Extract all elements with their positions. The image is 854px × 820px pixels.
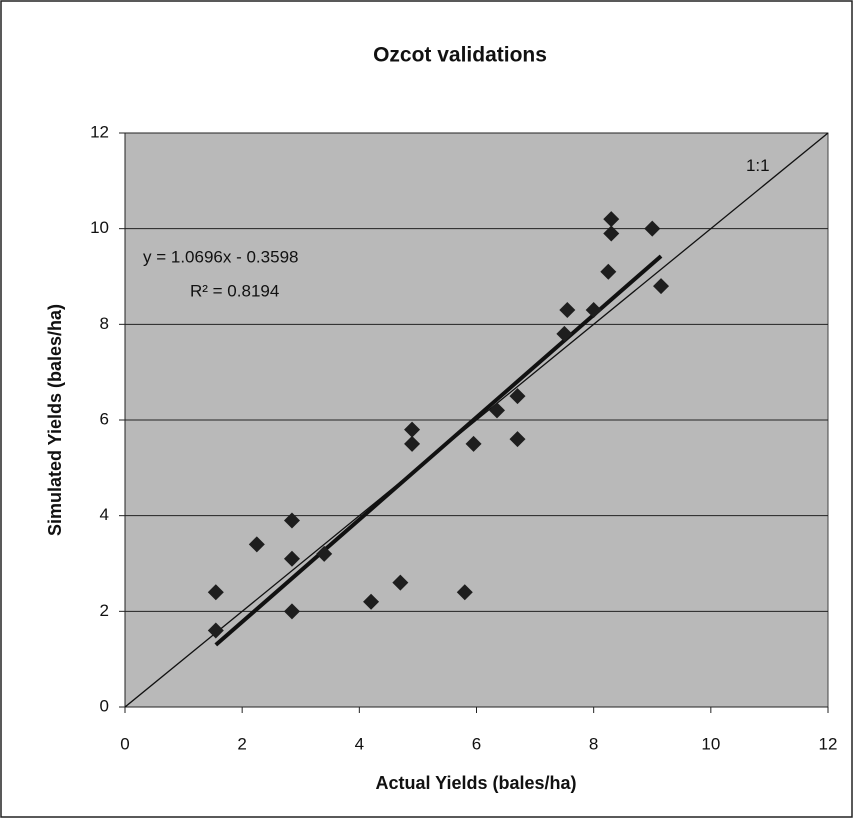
- y-tick-label: 12: [90, 122, 109, 141]
- point: [392, 574, 409, 591]
- y-tick-label: 10: [90, 218, 109, 237]
- chart-title: Ozcot validations: [373, 44, 547, 67]
- point: [644, 220, 661, 237]
- x-tick-label: 8: [589, 734, 598, 753]
- point: [283, 603, 300, 620]
- point: [456, 584, 473, 601]
- point: [489, 402, 506, 419]
- y-axis-title: Simulated Yields (bales/ha): [45, 304, 65, 536]
- x-tick-label: 2: [237, 734, 246, 753]
- y-tick-label: 0: [100, 696, 109, 715]
- x-tick-label: 12: [819, 734, 838, 753]
- x-tick-label: 4: [355, 734, 364, 753]
- point: [603, 225, 620, 242]
- point: [316, 545, 333, 562]
- point: [363, 593, 380, 610]
- reference-label: 1:1: [746, 156, 770, 175]
- point: [600, 263, 617, 280]
- x-tick-label: 10: [701, 734, 720, 753]
- point: [207, 622, 224, 639]
- trendline: [214, 254, 663, 647]
- point: [585, 301, 602, 318]
- point: [465, 435, 482, 452]
- point: [509, 388, 526, 405]
- y-tick-label: 4: [100, 505, 109, 524]
- y-tick-label: 2: [100, 601, 109, 620]
- point: [404, 435, 421, 452]
- point: [283, 512, 300, 529]
- point: [207, 584, 224, 601]
- x-axis-title: Actual Yields (bales/ha): [375, 773, 576, 793]
- point: [603, 211, 620, 228]
- reference-line: [124, 132, 829, 708]
- trend-r2: R² = 0.8194: [190, 281, 279, 300]
- trend-equation: y = 1.0696x - 0.3598: [143, 247, 298, 266]
- point: [556, 325, 573, 342]
- point: [248, 536, 265, 553]
- y-tick-label: 6: [100, 409, 109, 428]
- point: [559, 301, 576, 318]
- x-tick-label: 6: [472, 734, 481, 753]
- y-tick-label: 8: [100, 314, 109, 333]
- point: [653, 278, 670, 295]
- point: [509, 431, 526, 448]
- point: [404, 421, 421, 438]
- x-tick-label: 0: [120, 734, 129, 753]
- point: [283, 550, 300, 567]
